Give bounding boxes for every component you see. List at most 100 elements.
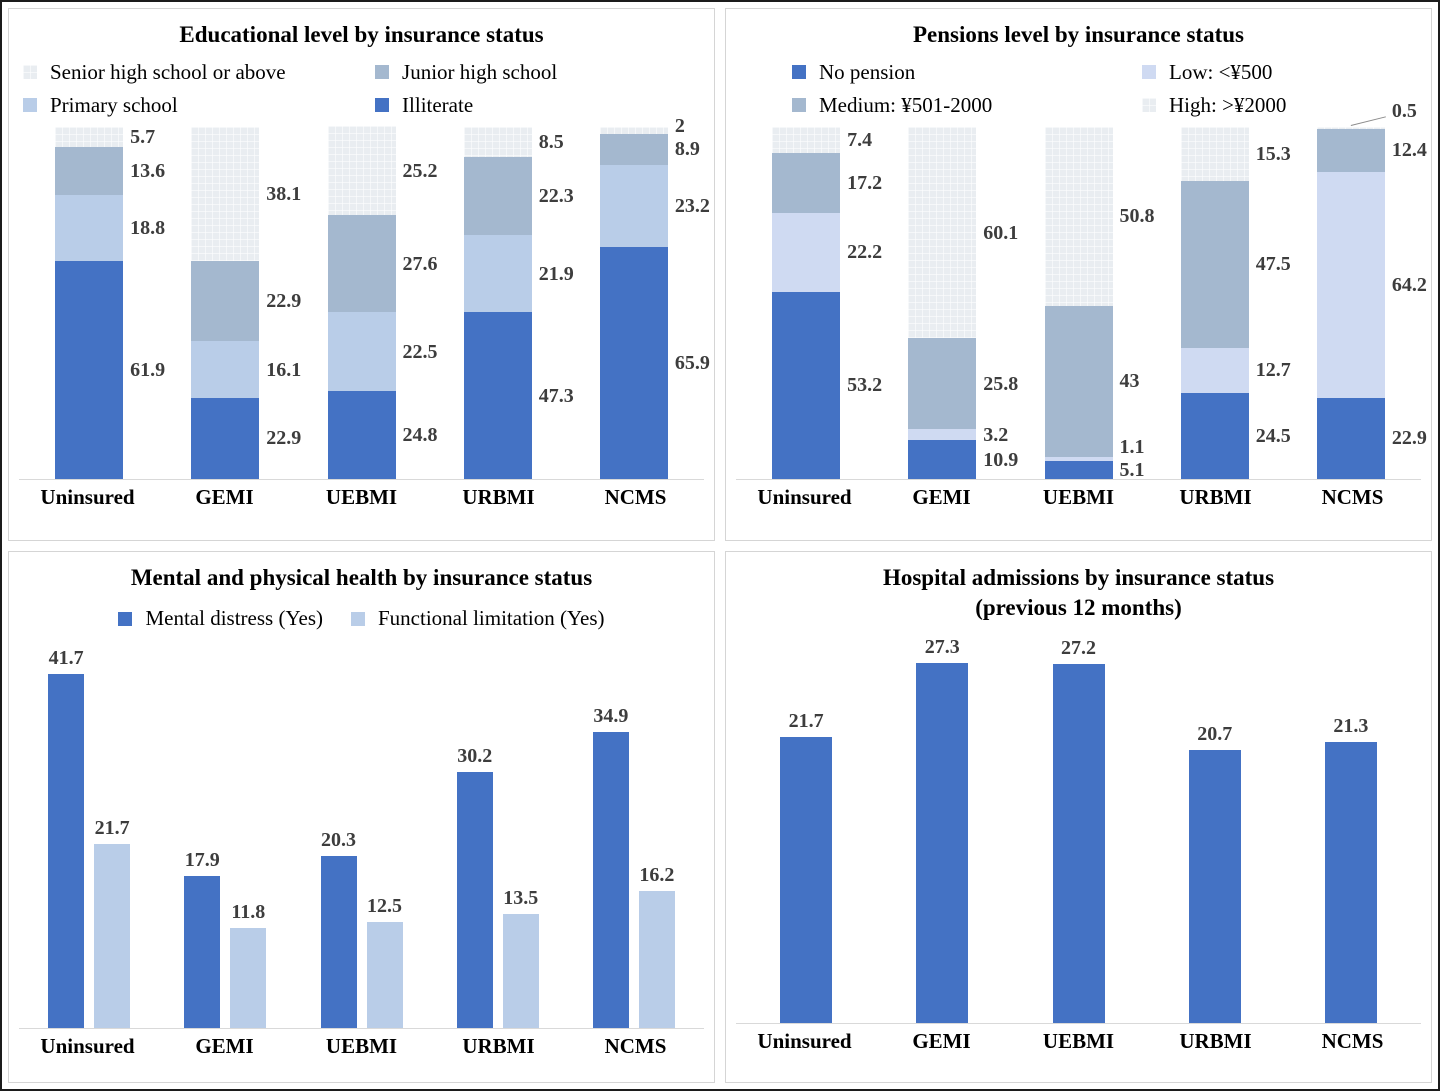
- bar-value-label: 12.4: [1391, 139, 1427, 162]
- bar-gemi: [916, 662, 969, 1023]
- bar-value-label: 1.1: [1119, 435, 1145, 458]
- bar-value-label: 65.9: [674, 351, 710, 374]
- legend-item-illiterate: Illiterate: [375, 91, 700, 119]
- bar-value-label: 53.2: [847, 374, 883, 397]
- legend: No pension Low: <¥500 Medium: ¥501-2000 Hig…: [740, 58, 1417, 119]
- legend-swatch: [792, 98, 806, 113]
- bar-value-label: 5.7: [130, 125, 156, 148]
- category-label-gemi: GEMI: [195, 484, 254, 509]
- category-label-urbmi: URBMI: [462, 1034, 535, 1059]
- legend-swatch: [375, 98, 390, 113]
- category-axis: Uninsured GEMI UEBMI URBMI NCMS: [19, 485, 704, 510]
- bar-segment-senior-high-school-or-above: [599, 126, 668, 134]
- bar-segment-low-500: [908, 429, 977, 441]
- bar-value-label: 25.8: [983, 372, 1019, 395]
- legend: Mental distress (Yes) Functional limitati…: [23, 604, 700, 632]
- bar-value-label: 2: [674, 115, 685, 138]
- bar-value-label: 13.6: [130, 159, 166, 182]
- bar-value-label: 21.7: [94, 816, 130, 839]
- bar-segment-primary-school: [55, 194, 124, 261]
- legend-swatch: [118, 611, 133, 626]
- legend-label: No pension: [819, 59, 916, 84]
- category-axis: Uninsured GEMI UEBMI URBMI NCMS: [736, 485, 1421, 510]
- legend-item-low-500: Low: <¥500: [1142, 58, 1417, 86]
- bar-ncms: [1324, 741, 1377, 1023]
- bar-value-label: 0.5: [1391, 99, 1417, 122]
- category-label-urbmi: URBMI: [462, 484, 535, 509]
- bar-segment-senior-high-school-or-above: [191, 126, 260, 261]
- bar-uebmi: [1052, 663, 1105, 1023]
- bar-segment-low-500: [1180, 347, 1249, 393]
- bar-segment-medium-501-2000: [772, 152, 841, 214]
- bar-segment-primary-school: [327, 312, 396, 392]
- bar-segment-no-pension: [1316, 398, 1385, 479]
- legend-item-mental-distress-yes: Mental distress (Yes): [118, 604, 323, 632]
- bar-value-label: 47.3: [538, 384, 574, 407]
- legend-swatch: [23, 98, 37, 113]
- bar-segment-senior-high-school-or-above: [463, 126, 532, 157]
- category-label-uninsured: Uninsured: [757, 484, 852, 509]
- bar-value-label: 8.5: [538, 130, 564, 153]
- bar-segment-junior-high-school: [463, 156, 532, 236]
- bar-value-label: 50.8: [1119, 205, 1155, 228]
- category-label-uninsured: Uninsured: [40, 1034, 135, 1059]
- bar-segment-high-2000: [1316, 126, 1385, 129]
- bar-value-label: 38.1: [266, 182, 302, 205]
- bar-value-label: 21.3: [1333, 714, 1369, 737]
- chart-title: Hospital admissions by insurance status: [882, 564, 1275, 590]
- bar-value-label: 16.1: [266, 358, 302, 381]
- bar-mental-distress-yes: [320, 855, 357, 1029]
- legend-item-medium-501-2000: Medium: ¥501-2000: [792, 91, 1142, 119]
- bar-value-label: 11.8: [231, 900, 266, 923]
- legend-label: Junior high school: [402, 59, 558, 84]
- category-label-ncms: NCMS: [604, 1034, 667, 1059]
- category-label-ncms: NCMS: [1321, 484, 1384, 509]
- bar-segment-high-2000: [1180, 126, 1249, 181]
- legend: Senior high school or above Junior high s…: [23, 58, 700, 119]
- legend-label: Low: <¥500: [1169, 59, 1273, 84]
- legend-label: Medium: ¥501-2000: [819, 92, 993, 117]
- bar-value-label: 22.9: [266, 290, 302, 313]
- legend-item-high-2000: High: >¥2000: [1142, 91, 1417, 119]
- bar-segment-low-500: [1316, 172, 1385, 399]
- panel-pensions-chart: Pensions level by insurance status No pe…: [725, 8, 1432, 541]
- bar-urbmi: [1188, 749, 1241, 1023]
- chart-subtitle: (previous 12 months): [975, 595, 1182, 621]
- bar-value-label: 18.8: [130, 216, 166, 239]
- bar-value-label: 23.2: [674, 194, 710, 217]
- panel-hospital-chart: Hospital admissions by insurance status …: [725, 550, 1432, 1083]
- category-label-gemi: GEMI: [195, 1034, 254, 1059]
- x-axis-line: [736, 478, 1421, 480]
- bar-value-label: 30.2: [457, 744, 493, 767]
- bar-segment-primary-school: [599, 165, 668, 247]
- legend-item-junior-high-school: Junior high school: [375, 58, 700, 86]
- legend-swatch: [792, 65, 806, 80]
- category-label-urbmi: URBMI: [1179, 484, 1252, 509]
- chart-title: Educational level by insurance status: [179, 22, 544, 47]
- bar-segment-junior-high-school: [191, 260, 260, 342]
- category-label-ncms: NCMS: [604, 484, 667, 509]
- bar-value-label: 12.7: [1255, 359, 1291, 382]
- legend-item-no-pension: No pension: [792, 58, 1142, 86]
- bar-segment-high-2000: [772, 126, 841, 153]
- bar-segment-illiterate: [463, 312, 532, 479]
- category-label-uebmi: UEBMI: [325, 1034, 398, 1059]
- bar-mental-distress-yes: [48, 673, 85, 1029]
- bar-value-label: 21.7: [788, 709, 824, 732]
- bar-value-label: 22.9: [1391, 427, 1427, 450]
- legend-item-functional-limitation-yes: Functional limitation (Yes): [351, 604, 605, 632]
- legend-swatch: [1142, 98, 1156, 113]
- legend-swatch: [23, 65, 37, 80]
- bar-value-label: 47.5: [1255, 253, 1291, 276]
- category-label-uninsured: Uninsured: [757, 1029, 852, 1053]
- bar-mental-distress-yes: [456, 771, 493, 1029]
- bar-value-label: 5.1: [1119, 458, 1145, 481]
- bar-value-label: 22.3: [538, 184, 574, 207]
- plot-area: 41.7 21.7 17.9 11.8 20.3 12.5 30.2 13.5 34.9 16.2: [21, 644, 702, 1029]
- bar-segment-high-2000: [1044, 126, 1113, 306]
- legend-swatch: [1142, 65, 1156, 80]
- bar-value-label: 27.2: [1061, 636, 1096, 659]
- category-label-gemi: GEMI: [912, 484, 971, 509]
- category-label-gemi: GEMI: [912, 1029, 971, 1053]
